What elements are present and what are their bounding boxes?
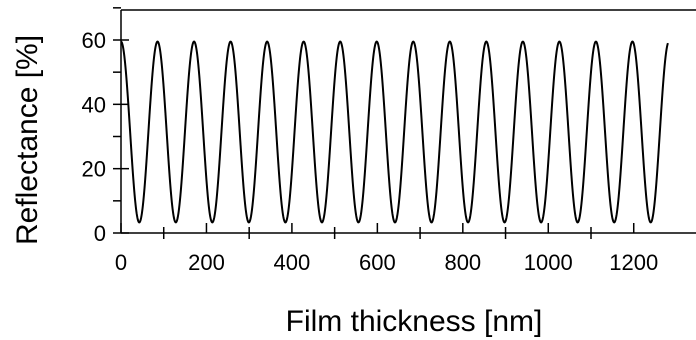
x-ticks: 0 200 400 600 800 1000 1200 bbox=[115, 223, 658, 275]
y-axis-title: Reflectance [%] bbox=[11, 35, 44, 245]
x-tick-label: 1200 bbox=[609, 250, 658, 275]
x-axis-title: Film thickness [nm] bbox=[286, 305, 543, 338]
x-tick-label: 200 bbox=[188, 250, 225, 275]
y-tick-label: 60 bbox=[82, 28, 106, 53]
y-ticks: 0 20 40 60 bbox=[82, 7, 129, 246]
x-tick-label: 800 bbox=[444, 250, 481, 275]
y-tick-label: 40 bbox=[82, 92, 106, 117]
x-tick-label: 400 bbox=[274, 250, 311, 275]
y-tick-label: 20 bbox=[82, 157, 106, 182]
reflectance-curve bbox=[120, 40, 669, 224]
y-tick-label: 0 bbox=[94, 221, 106, 246]
x-tick-label: 0 bbox=[115, 250, 127, 275]
x-tick-label: 600 bbox=[359, 250, 396, 275]
x-tick-label: 1000 bbox=[524, 250, 573, 275]
